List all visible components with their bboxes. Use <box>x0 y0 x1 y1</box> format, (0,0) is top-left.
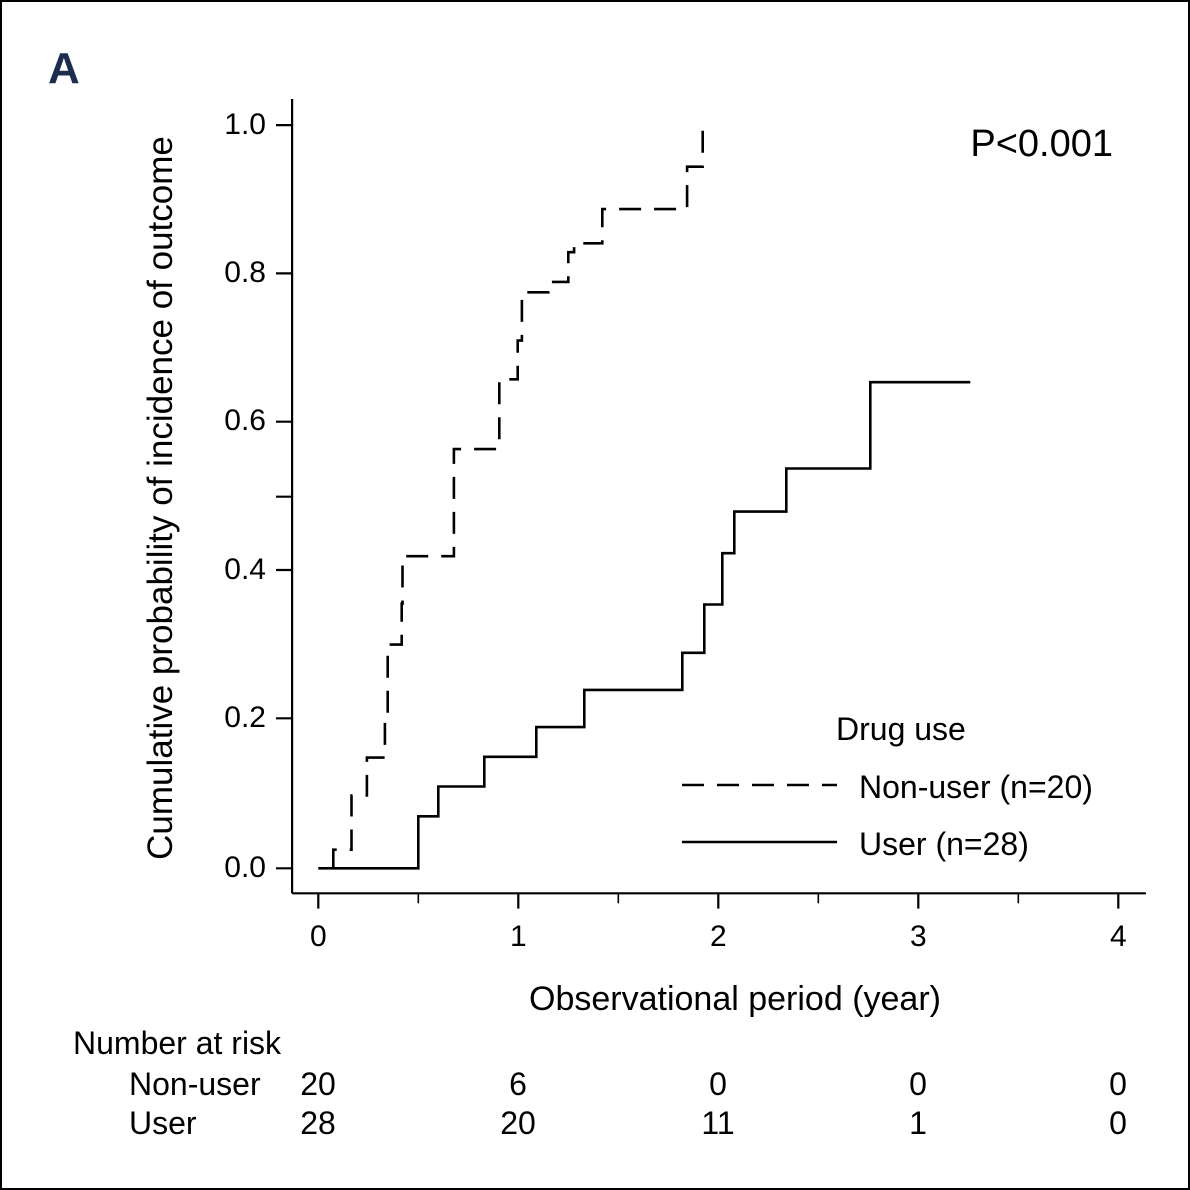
svg-text:20: 20 <box>300 1066 336 1102</box>
svg-text:20: 20 <box>500 1105 536 1141</box>
svg-text:1: 1 <box>909 1105 927 1141</box>
svg-text:0: 0 <box>1109 1066 1127 1102</box>
svg-text:2: 2 <box>710 920 727 953</box>
svg-text:User (n=28): User (n=28) <box>859 826 1029 862</box>
svg-text:28: 28 <box>300 1105 336 1141</box>
svg-text:0.0: 0.0 <box>224 851 266 884</box>
svg-text:1.0: 1.0 <box>224 108 266 141</box>
svg-text:0: 0 <box>310 920 327 953</box>
svg-text:User: User <box>129 1105 197 1141</box>
svg-text:4: 4 <box>1110 920 1127 953</box>
svg-text:11: 11 <box>701 1105 734 1141</box>
svg-text:3: 3 <box>910 920 927 953</box>
svg-text:Drug use: Drug use <box>836 711 966 747</box>
svg-text:0.6: 0.6 <box>224 404 266 437</box>
svg-text:1: 1 <box>510 920 527 953</box>
svg-text:0: 0 <box>1109 1105 1127 1141</box>
svg-text:0.8: 0.8 <box>224 256 266 289</box>
svg-text:6: 6 <box>509 1066 527 1102</box>
svg-text:0.2: 0.2 <box>224 701 266 734</box>
svg-text:Non-user: Non-user <box>129 1066 261 1102</box>
svg-text:Number at risk: Number at risk <box>73 1025 282 1061</box>
svg-text:0.4: 0.4 <box>224 553 266 586</box>
svg-text:Observational period (year): Observational period (year) <box>529 980 941 1018</box>
svg-text:Cumulative probability of inci: Cumulative probability of incidence of o… <box>141 136 180 860</box>
svg-text:Non-user (n=20): Non-user (n=20) <box>859 769 1093 805</box>
svg-text:0: 0 <box>709 1066 727 1102</box>
svg-text:P<0.001: P<0.001 <box>970 123 1113 165</box>
svg-text:0: 0 <box>909 1066 927 1102</box>
